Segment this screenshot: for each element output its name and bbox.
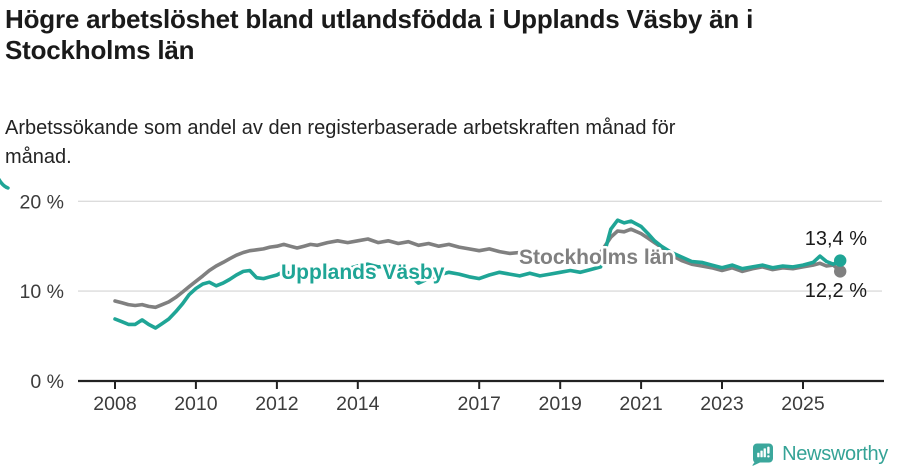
x-tick-label-2023: 2023 — [700, 393, 743, 415]
series-label-stockholms-lan: Stockholms län — [519, 246, 674, 269]
x-axis-ticks — [114, 382, 804, 389]
series-end-dot-1 — [834, 254, 847, 267]
x-tick-label-2008: 2008 — [93, 393, 136, 415]
chart-subtitle-line-2: månad. — [5, 146, 72, 168]
chart-subtitle-line-1: Arbetssökande som andel av den registerb… — [5, 117, 676, 139]
x-tick-label-2012: 2012 — [255, 393, 298, 415]
series-line-1 — [113, 218, 843, 330]
page-title: Högre arbetslöshet bland utlandsfödda i … — [5, 4, 897, 66]
newsworthy-logo[interactable]: Newsworthy — [751, 442, 888, 466]
x-tick-label-2014: 2014 — [336, 393, 380, 415]
x-tick-label-2017: 2017 — [458, 393, 501, 415]
x-tick-label-2010: 2010 — [174, 393, 218, 415]
corner-mark-decoration — [0, 177, 10, 190]
gridlines — [78, 200, 882, 292]
y-tick-label-20: 20 % — [20, 191, 64, 213]
end-value-label-upplands-vasby: 13,4 % — [805, 228, 867, 250]
series-label-upplands-vasby: Upplands Väsby — [281, 261, 445, 284]
page-title-line-1: Högre arbetslöshet bland utlandsfödda i … — [5, 4, 754, 34]
y-tick-label-10: 10 % — [20, 281, 64, 303]
x-tick-label-2025: 2025 — [781, 393, 825, 415]
data-series — [113, 218, 847, 330]
page-title-line-2: Stockholms län — [5, 35, 195, 65]
y-tick-label-0: 0 % — [30, 371, 64, 393]
mini-bar-chart-glyph — [757, 446, 770, 458]
series-line-0 — [113, 227, 843, 310]
x-tick-label-2019: 2019 — [539, 393, 582, 415]
newsworthy-bubble-icon — [752, 443, 774, 466]
x-tick-label-2021: 2021 — [619, 393, 662, 415]
x-axis-labels: 2008 2010 2012 2014 2017 2019 2021 2023 2025 — [93, 393, 825, 415]
end-value-label-stockholms-lan: 12,2 % — [805, 280, 867, 302]
bubble-shape — [752, 443, 774, 466]
y-axis-labels: 20 % 10 % 0 % — [20, 191, 64, 393]
brand-name: Newsworthy — [782, 442, 888, 465]
chart-subtitle: Arbetssökande som andel av den registerb… — [5, 114, 897, 172]
series-end-dot-0 — [834, 265, 847, 278]
